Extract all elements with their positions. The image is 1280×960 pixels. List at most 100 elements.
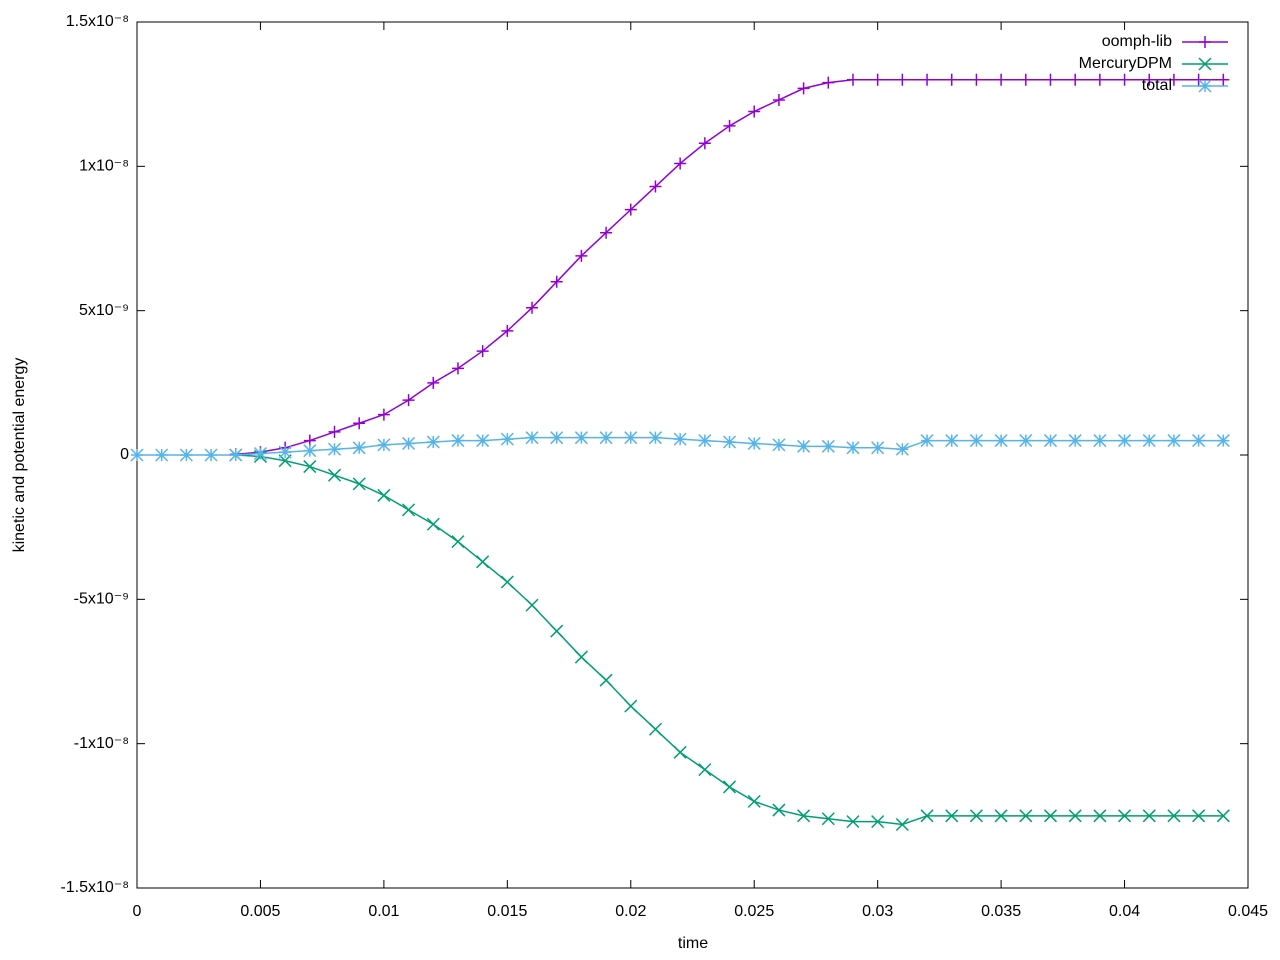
data-point	[994, 809, 1008, 823]
data-point	[1019, 434, 1033, 448]
data-point	[303, 444, 317, 458]
x-axis-label: time	[678, 935, 708, 952]
data-point	[402, 436, 416, 450]
data-point	[1217, 73, 1230, 86]
data-point	[895, 817, 909, 832]
data-point	[871, 815, 885, 829]
data-point	[1192, 809, 1206, 823]
data-point	[673, 745, 687, 759]
data-point	[624, 699, 638, 713]
legend-marker	[1198, 79, 1212, 93]
data-point	[1118, 434, 1132, 448]
data-point	[648, 431, 662, 445]
data-point	[303, 434, 316, 447]
y-tick-label: 1x10⁻⁸	[79, 158, 129, 175]
data-point	[723, 780, 737, 794]
data-point	[1142, 809, 1156, 823]
data-point	[574, 431, 588, 445]
data-point	[526, 301, 539, 314]
y-tick-label: -5x10⁻⁹	[74, 591, 129, 608]
data-point	[772, 93, 785, 106]
x-tick-label: 0.015	[487, 903, 527, 920]
legend-label: total	[1142, 77, 1172, 94]
data-point	[377, 408, 390, 421]
data-point	[476, 434, 490, 448]
data-point	[155, 448, 169, 462]
data-point	[427, 376, 440, 389]
data-point	[550, 275, 563, 288]
data-point	[797, 82, 810, 95]
data-point	[797, 809, 811, 823]
data-point	[501, 324, 514, 337]
data-point	[970, 73, 983, 86]
data-point	[426, 517, 440, 531]
data-point	[698, 137, 711, 150]
data-point	[377, 488, 391, 502]
data-point	[451, 362, 464, 375]
series-line	[235, 454, 1224, 826]
data-point	[1068, 809, 1082, 823]
data-point	[648, 722, 662, 736]
data-point	[772, 803, 786, 817]
x-tick-label: 0.005	[240, 903, 280, 920]
data-point	[130, 448, 144, 462]
data-point	[1142, 434, 1156, 448]
data-point	[500, 432, 514, 446]
data-point	[327, 468, 342, 482]
series-line	[235, 78, 1224, 456]
data-point	[747, 436, 761, 450]
data-point	[920, 434, 934, 448]
data-point	[1019, 809, 1033, 823]
data-point	[969, 434, 983, 448]
data-point	[1167, 809, 1181, 823]
data-point	[402, 394, 415, 407]
data-point	[328, 425, 341, 438]
data-point	[476, 555, 490, 569]
data-point	[846, 73, 859, 86]
legend-marker	[1198, 57, 1212, 71]
x-tick-label: 0.025	[734, 903, 774, 920]
x-tick-label: 0.035	[981, 903, 1021, 920]
x-tick-label: 0.03	[862, 903, 893, 920]
data-point	[278, 445, 292, 459]
data-point	[451, 535, 465, 549]
data-point	[698, 763, 712, 777]
data-point	[747, 794, 761, 808]
data-point	[352, 477, 366, 491]
data-point	[1216, 434, 1230, 448]
x-tick-label: 0.01	[368, 903, 399, 920]
data-point	[945, 73, 958, 86]
y-tick-label: -1.5x10⁻⁸	[60, 879, 129, 896]
data-point	[599, 673, 613, 687]
data-point	[550, 431, 564, 445]
data-point	[921, 73, 934, 86]
data-point	[402, 503, 416, 517]
data-point	[574, 650, 588, 664]
data-point	[624, 203, 637, 216]
legend-marker	[1199, 36, 1211, 48]
data-point	[821, 812, 835, 826]
data-point	[945, 809, 959, 823]
data-point	[895, 442, 909, 456]
data-point	[1143, 73, 1156, 86]
y-tick-label: -1x10⁻⁸	[74, 735, 129, 752]
data-point	[846, 441, 860, 455]
data-point	[1093, 73, 1106, 86]
data-point	[1167, 434, 1181, 448]
data-point	[550, 624, 564, 638]
data-point	[969, 809, 983, 823]
data-point	[1019, 73, 1032, 86]
data-point	[896, 73, 909, 86]
data-point	[525, 598, 539, 612]
y-tick-label: 0	[120, 446, 129, 463]
data-point	[500, 575, 514, 589]
data-point	[476, 345, 489, 358]
data-point	[1167, 73, 1180, 86]
data-point	[995, 73, 1008, 86]
y-axis-label: kinetic and potential energy	[11, 358, 28, 553]
x-tick-label: 0.04	[1109, 903, 1140, 920]
data-point	[772, 438, 786, 452]
data-point	[451, 434, 465, 448]
legend-label: MercuryDPM	[1079, 55, 1172, 72]
